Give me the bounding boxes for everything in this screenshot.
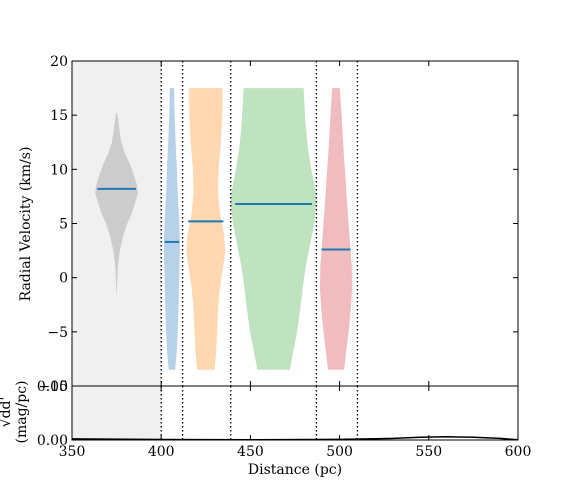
x-tick-label-2: 450 [237,444,264,460]
bottom-y-tick-label-1: 0.00 [37,433,68,449]
violin-4 [320,88,353,370]
x-axis-label: Distance (pc) [248,462,342,478]
y-tick-label-5: −5 [47,325,68,341]
violin-0 [95,113,138,294]
y-axis-label: Radial Velocity (km/s) [18,147,34,302]
violin-1 [163,88,180,370]
y-tick-label-overlap: −10 [38,379,68,395]
bottom-y-tick-label-0: 0.05 [37,379,68,395]
bottom-y-axis-label: (mag/pc) [14,380,30,443]
bottom-frame [71,385,519,441]
bottom-y-axis-label-symbol: √dd' [0,397,14,428]
top-panel: 20 15 10 5 0 −5 −10 [38,54,519,395]
x-tick-label-0: 350 [59,444,86,460]
y-tick-label-3: 5 [59,217,68,233]
violin-3 [230,88,317,370]
y-tick-label-4: 0 [59,271,68,287]
x-tick-label-3: 500 [326,444,353,460]
y-tick-label-2: 10 [50,162,68,178]
x-tick-label-5: 600 [505,444,532,460]
bottom-shaded-region [72,386,162,440]
x-tick-label-1: 400 [148,444,175,460]
y-tick-label-0: 20 [50,54,68,70]
violin-2 [186,88,226,370]
x-tick-label-4: 550 [415,444,442,460]
y-tick-label-1: 15 [50,108,68,124]
